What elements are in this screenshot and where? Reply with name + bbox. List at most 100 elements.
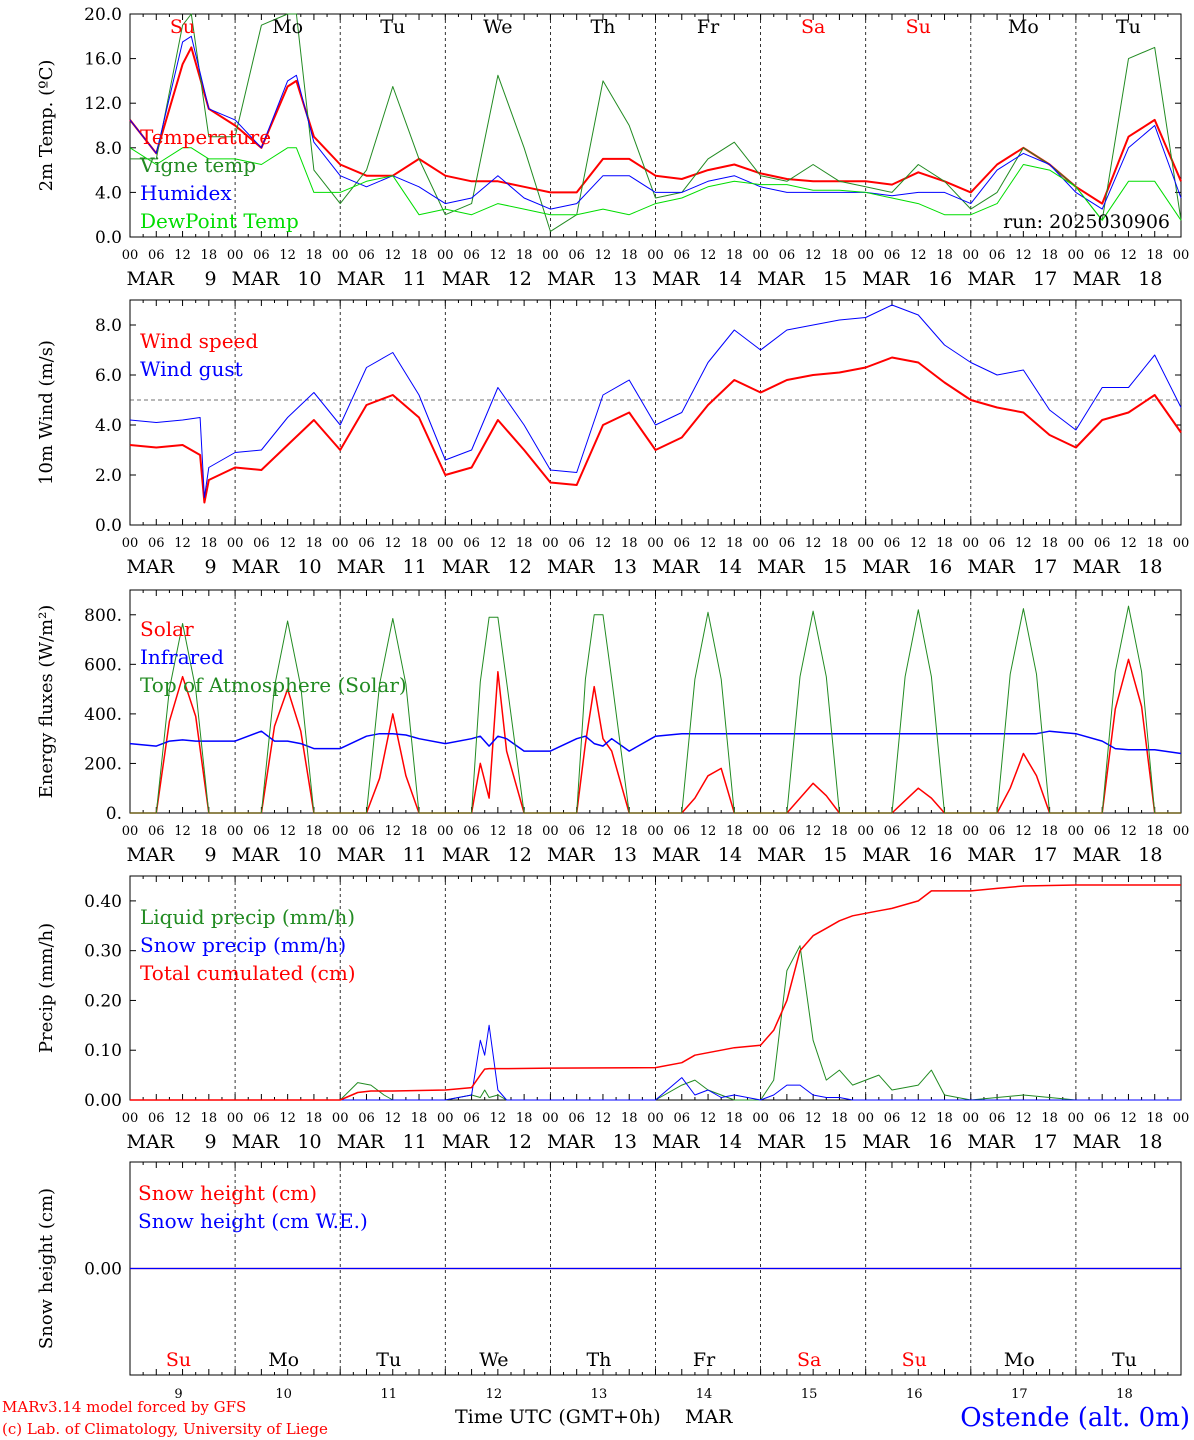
weekday-label: Sa (797, 1349, 821, 1371)
series-line (130, 1024, 1181, 1101)
hour-tick-label: 12 (279, 248, 296, 263)
hour-tick-label: 12 (384, 536, 401, 551)
hour-tick-label: 00 (437, 1111, 454, 1126)
hour-tick-label: 00 (1068, 824, 1085, 839)
hour-tick-label: 00 (963, 536, 980, 551)
date-month-label: MAR (652, 844, 700, 866)
hour-tick-label: 18 (411, 536, 428, 551)
hour-tick-label: 06 (568, 824, 585, 839)
date-day-label: 16 (928, 268, 952, 290)
weekday-label: Th (586, 1349, 611, 1371)
hour-tick-label: 18 (936, 1111, 953, 1126)
weekday-label: Su (170, 16, 195, 38)
hour-tick-label: 12 (490, 1111, 507, 1126)
weekday-label: Tu (1116, 16, 1141, 38)
hour-tick-label: 18 (621, 248, 638, 263)
date-day-label: 9 (204, 1131, 216, 1153)
date-day-label: 12 (508, 844, 532, 866)
hour-tick-label: 06 (148, 536, 165, 551)
y-tick-label: 0. (106, 804, 122, 824)
day-number-label: 18 (1116, 1387, 1133, 1402)
y-tick-label: 16.0 (84, 50, 122, 70)
date-month-label: MAR (967, 556, 1015, 578)
hour-tick-label: 06 (253, 248, 270, 263)
hour-tick-label: 00 (857, 248, 874, 263)
date-day-label: 16 (928, 1131, 952, 1153)
hour-tick-label: 12 (279, 1111, 296, 1126)
y-tick-label: 2.0 (95, 466, 122, 486)
date-day-label: 9 (204, 556, 216, 578)
hour-tick-label: 18 (1146, 1111, 1163, 1126)
hour-tick-label: 12 (805, 536, 822, 551)
legend-entry: Total cumulated (cm) (140, 961, 356, 985)
hour-tick-label: 00 (437, 248, 454, 263)
y-tick-label: 4.0 (95, 183, 122, 203)
series-line (129, 147, 1182, 221)
series-line (130, 884, 1181, 1101)
date-day-label: 18 (1138, 1131, 1162, 1153)
hour-tick-label: 06 (148, 1111, 165, 1126)
date-month-label: MAR (232, 844, 280, 866)
date-day-label: 11 (403, 556, 427, 578)
date-day-label: 13 (613, 268, 637, 290)
hour-tick-label: 18 (1146, 248, 1163, 263)
hour-tick-label: 12 (174, 824, 191, 839)
hour-tick-label: 00 (647, 1111, 664, 1126)
date-month-label: MAR (337, 844, 385, 866)
hour-tick-label: 06 (884, 824, 901, 839)
hour-tick-label: 00 (857, 1111, 874, 1126)
hour-tick-label: 00 (122, 1111, 139, 1126)
hour-tick-label: 12 (174, 536, 191, 551)
y-tick-label: 0.40 (84, 892, 122, 912)
hour-tick-label: 06 (358, 1111, 375, 1126)
date-month-label: MAR (757, 268, 805, 290)
hour-tick-label: 06 (253, 1111, 270, 1126)
day-number-label: 12 (486, 1387, 503, 1402)
hour-tick-label: 12 (174, 1111, 191, 1126)
hour-tick-label: 18 (516, 824, 533, 839)
hour-tick-label: 18 (201, 824, 218, 839)
date-day-label: 13 (613, 556, 637, 578)
hour-tick-label: 12 (490, 824, 507, 839)
date-month-label: MAR (442, 1131, 490, 1153)
weekday-label: Su (906, 16, 931, 38)
date-day-label: 15 (823, 1131, 847, 1153)
hour-tick-label: 06 (358, 536, 375, 551)
date-month-label: MAR (1072, 268, 1120, 290)
date-month-label: MAR (337, 268, 385, 290)
date-month-label: MAR (967, 268, 1015, 290)
hour-tick-label: 00 (227, 824, 244, 839)
series-line (129, 35, 1182, 210)
weekday-label: Mo (272, 16, 303, 38)
hour-tick-label: 18 (201, 248, 218, 263)
credit-line-2: (c) Lab. of Climatology, University of L… (2, 1420, 328, 1438)
hour-tick-label: 00 (1173, 536, 1190, 551)
legend-entry: Wind gust (140, 357, 243, 381)
hour-tick-label: 12 (1120, 1111, 1137, 1126)
date-day-label: 16 (928, 556, 952, 578)
y-tick-label: 0.0 (95, 516, 122, 536)
y-tick-label: 4.0 (95, 416, 122, 436)
hour-tick-label: 06 (989, 248, 1006, 263)
date-month-label: MAR (757, 844, 805, 866)
hour-tick-label: 06 (148, 248, 165, 263)
hour-tick-label: 18 (726, 536, 743, 551)
hour-tick-label: 06 (884, 1111, 901, 1126)
date-day-label: 10 (297, 556, 321, 578)
legend-entry: Vigne temp (139, 153, 256, 177)
date-day-label: 15 (823, 844, 847, 866)
date-month-label: MAR (967, 1131, 1015, 1153)
date-month-label: MAR (442, 844, 490, 866)
hour-tick-label: 06 (253, 824, 270, 839)
hour-tick-label: 12 (595, 1111, 612, 1126)
hour-tick-label: 12 (1120, 536, 1137, 551)
hour-tick-label: 18 (831, 248, 848, 263)
hour-tick-label: 18 (936, 536, 953, 551)
weekday-label: Mo (268, 1349, 299, 1371)
date-month-label: MAR (127, 556, 175, 578)
panels: 0.0 4.0 8.0 12.0 16.0 20.0 2m Temp. (ºC) Temper… (36, 5, 1189, 1402)
date-day-label: 10 (297, 268, 321, 290)
date-day-label: 17 (1033, 1131, 1057, 1153)
hour-tick-label: 18 (516, 536, 533, 551)
y-axis-title: Snow height (cm) (36, 1188, 57, 1349)
